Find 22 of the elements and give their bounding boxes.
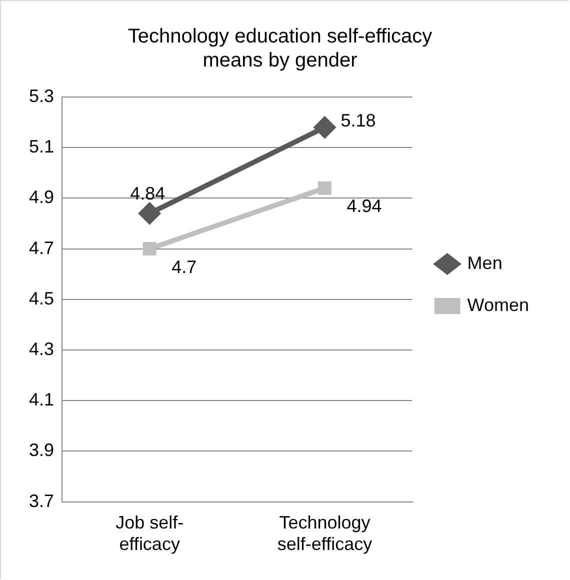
- chart-title: Technology education self-efficacy means by gender: [128, 26, 432, 72]
- y-tick-label: 4.7: [28, 238, 54, 258]
- y-tick-label: 5.1: [28, 136, 54, 157]
- point: [142, 242, 156, 256]
- y-tick-label: 4.1: [28, 390, 54, 410]
- legend-label: Women: [467, 294, 530, 315]
- point: [139, 202, 160, 224]
- y-tick-label: 3.9: [28, 440, 54, 460]
- y-tick-label: 3.7: [28, 490, 54, 511]
- y-tick-label: 4.3: [28, 338, 54, 359]
- legend-label: Men: [467, 252, 502, 273]
- point: [314, 116, 336, 138]
- data-label: 4.7: [172, 256, 197, 277]
- point: [318, 181, 332, 195]
- data-label: 4.94: [346, 196, 382, 216]
- y-tick-label: 4.9: [28, 187, 54, 208]
- x-tick-label: Technology self-efficacy: [277, 512, 372, 554]
- data-label: 5.18: [340, 110, 376, 130]
- x-tick-label: Job self-efficacy: [116, 512, 184, 554]
- y-tick-label: 5.3: [28, 86, 54, 106]
- y-tick-label: 4.5: [28, 288, 54, 308]
- data-label: 4.84: [130, 183, 166, 204]
